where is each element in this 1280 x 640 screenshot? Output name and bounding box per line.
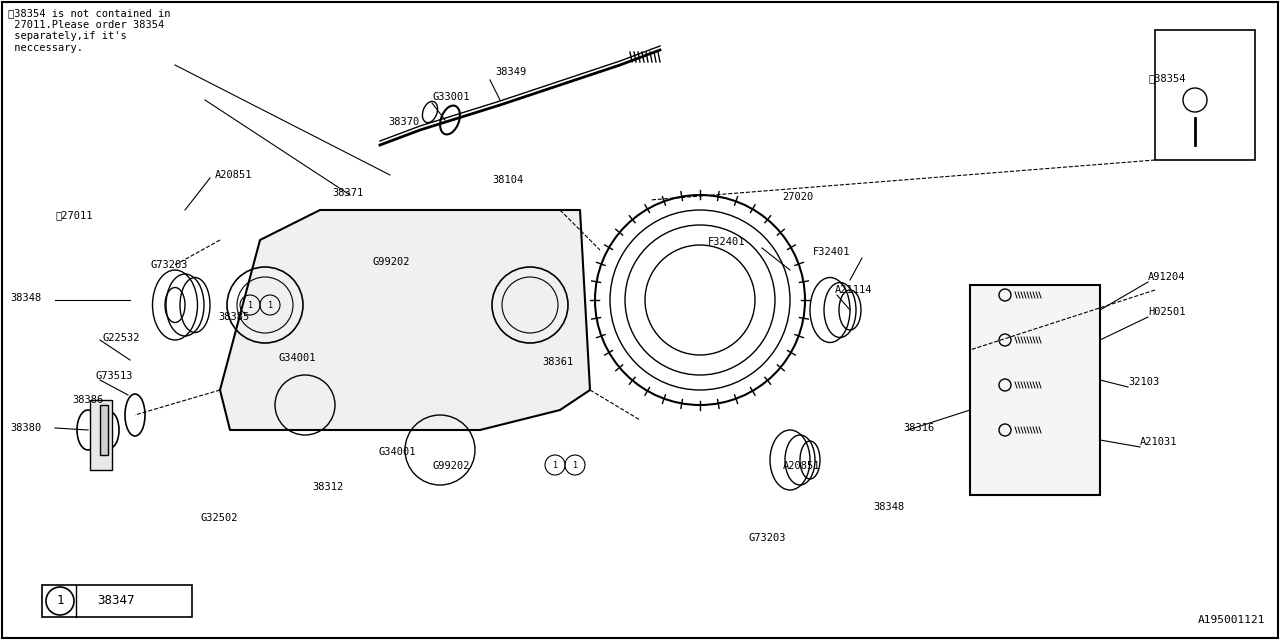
Text: G32502: G32502 — [200, 513, 238, 523]
FancyBboxPatch shape — [100, 405, 108, 455]
Text: 38316: 38316 — [902, 423, 934, 433]
Text: A21031: A21031 — [1140, 437, 1178, 447]
Text: A91204: A91204 — [1148, 272, 1185, 282]
Text: F32401: F32401 — [708, 237, 745, 247]
Text: 38386: 38386 — [72, 395, 104, 405]
Text: 38348: 38348 — [10, 293, 41, 303]
Polygon shape — [220, 210, 590, 430]
Bar — [42, 585, 192, 617]
Text: G34001: G34001 — [278, 353, 315, 363]
Text: G34001: G34001 — [378, 447, 416, 457]
Text: ※38354: ※38354 — [1148, 73, 1185, 83]
Text: A20851: A20851 — [215, 170, 252, 180]
Text: ※27011: ※27011 — [55, 210, 92, 220]
FancyBboxPatch shape — [90, 400, 113, 470]
Text: 38349: 38349 — [495, 67, 526, 77]
Text: H02501: H02501 — [1148, 307, 1185, 317]
Text: 38348: 38348 — [873, 502, 904, 512]
Text: G73203: G73203 — [748, 533, 786, 543]
Text: 1: 1 — [56, 595, 64, 607]
Text: A195001121: A195001121 — [1198, 615, 1265, 625]
Text: F32401: F32401 — [813, 247, 850, 257]
Text: G99202: G99202 — [372, 257, 410, 267]
Text: 38370: 38370 — [388, 117, 420, 127]
Text: 1: 1 — [247, 301, 252, 310]
Text: 38371: 38371 — [332, 188, 364, 198]
Text: G33001: G33001 — [433, 92, 470, 102]
Text: ※38354 is not contained in
 27011.Please order 38354
 separately,if it's
 necces: ※38354 is not contained in 27011.Please … — [8, 8, 170, 53]
Bar — [1155, 30, 1254, 160]
Text: G22532: G22532 — [102, 333, 140, 343]
Text: G73203: G73203 — [150, 260, 187, 270]
Text: G99202: G99202 — [433, 461, 470, 471]
Text: G73513: G73513 — [95, 371, 133, 381]
Text: 27020: 27020 — [782, 192, 813, 202]
Text: 38347: 38347 — [97, 595, 134, 607]
Text: 32103: 32103 — [1128, 377, 1160, 387]
Text: 38361: 38361 — [541, 357, 573, 367]
Text: 38385: 38385 — [218, 312, 250, 322]
Text: A21114: A21114 — [835, 285, 873, 295]
Bar — [970, 285, 1100, 495]
Text: 38312: 38312 — [312, 482, 343, 492]
Text: 1: 1 — [572, 461, 577, 470]
Text: 38380: 38380 — [10, 423, 41, 433]
Text: 38104: 38104 — [492, 175, 524, 185]
Text: 1: 1 — [553, 461, 558, 470]
Text: 1: 1 — [268, 301, 273, 310]
Text: A20851: A20851 — [783, 461, 820, 471]
